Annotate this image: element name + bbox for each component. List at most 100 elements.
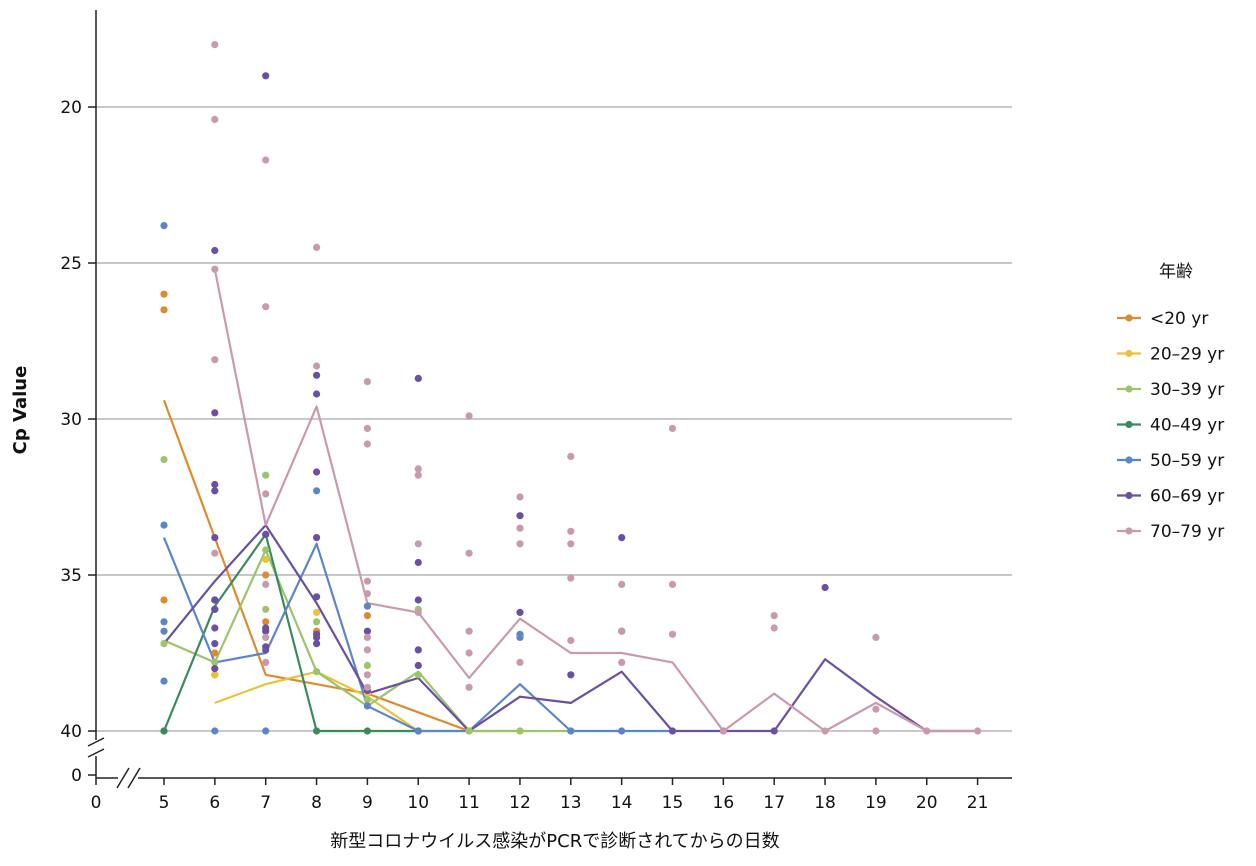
series-line [213,268,978,733]
data-point [363,671,371,679]
data-point [516,493,524,501]
data-point [211,115,219,124]
data-point [516,633,524,642]
data-point [313,593,321,601]
data-point [618,534,626,542]
data-point [567,540,575,548]
x-tick-label: 13 [560,793,582,813]
data-point [313,390,321,398]
data-point [567,527,575,535]
data-point [363,602,371,610]
data-point [262,627,270,635]
data-point [414,465,422,473]
data-point [414,596,422,604]
data-point [211,640,219,648]
data-point [313,468,321,476]
data-point [668,580,677,589]
data-point [770,727,778,735]
data-point [160,521,168,529]
data-point [567,671,575,679]
data-point [262,580,270,589]
x-axis-title: 新型コロナウイルス感染がPCRで診断されてからの日数 [330,831,779,852]
data-point [414,608,422,617]
data-point [160,306,168,314]
x-tick-label: 10 [407,793,429,813]
data-point [465,627,473,635]
x-tick-label: 7 [260,793,271,813]
legend-swatch-dot [1125,420,1133,429]
data-point [872,705,880,713]
data-point [262,546,270,554]
data-point [363,727,371,735]
series-line [162,533,419,733]
data-point [363,440,371,448]
x-axis-break-mark [116,767,130,789]
data-point [567,452,575,460]
data-point [821,727,829,735]
data-point [516,540,524,548]
x-tick-label: 21 [967,793,989,813]
data-point [313,608,321,617]
data-point [160,627,168,635]
data-point [363,627,371,635]
data-point [516,512,524,520]
data-point [974,727,982,735]
data-point [414,646,422,654]
data-point [313,371,321,379]
legend-item-label: 60–69 yr [1150,487,1224,507]
data-point [567,574,575,582]
data-point [211,605,219,613]
legend-item-label: 40–49 yr [1150,416,1224,436]
x-tick-label: 8 [311,793,322,813]
data-point [516,658,524,667]
legend-swatch-dot [1125,385,1133,393]
data-point [211,549,219,557]
legend-title: 年齢 [1159,262,1193,282]
data-point [262,605,270,613]
x-tick-label: 0 [91,793,102,813]
data-point [872,727,880,735]
data-point [618,658,626,667]
data-point [211,246,219,255]
data-point [262,633,270,642]
data-point [567,727,575,735]
data-point [160,456,168,464]
legend-swatch-dot [1125,527,1133,535]
x-tick-label: 18 [814,793,836,813]
data-point [313,727,321,735]
data-point [160,596,168,604]
data-point [313,618,321,626]
x-tick-label: 14 [611,793,633,813]
x-tick-label: 12 [509,793,531,813]
legend-swatch-dot [1125,349,1133,358]
y-tick-label-zero: 0 [71,766,82,786]
data-point [262,555,270,564]
data-point [160,640,168,648]
data-point [414,661,422,670]
data-point [363,696,371,704]
y-axis-break-mark [87,737,105,747]
data-point [211,596,219,604]
legend: 年齢 <20 yr 20–29 yr 30–39 yr 40–49 yr 50–59 yr… [1117,262,1224,542]
data-point [516,727,524,735]
data-point [262,303,270,311]
data-point [313,243,321,251]
data-point [160,727,168,735]
y-tick-label: 40 [60,722,82,742]
data-point [567,636,575,645]
legend-swatch-dot [1125,491,1133,500]
data-point [160,618,168,626]
data-point [465,649,473,657]
data-point [821,583,829,592]
data-point [262,490,270,498]
data-point [313,362,321,370]
y-axis-break-mark [87,748,105,758]
data-point [414,558,422,567]
x-tick-label: 20 [916,793,938,813]
data-point [465,549,473,557]
legend-swatch-dot [1125,456,1133,464]
data-point [262,471,270,479]
data-point [211,356,219,364]
data-point [262,727,270,735]
